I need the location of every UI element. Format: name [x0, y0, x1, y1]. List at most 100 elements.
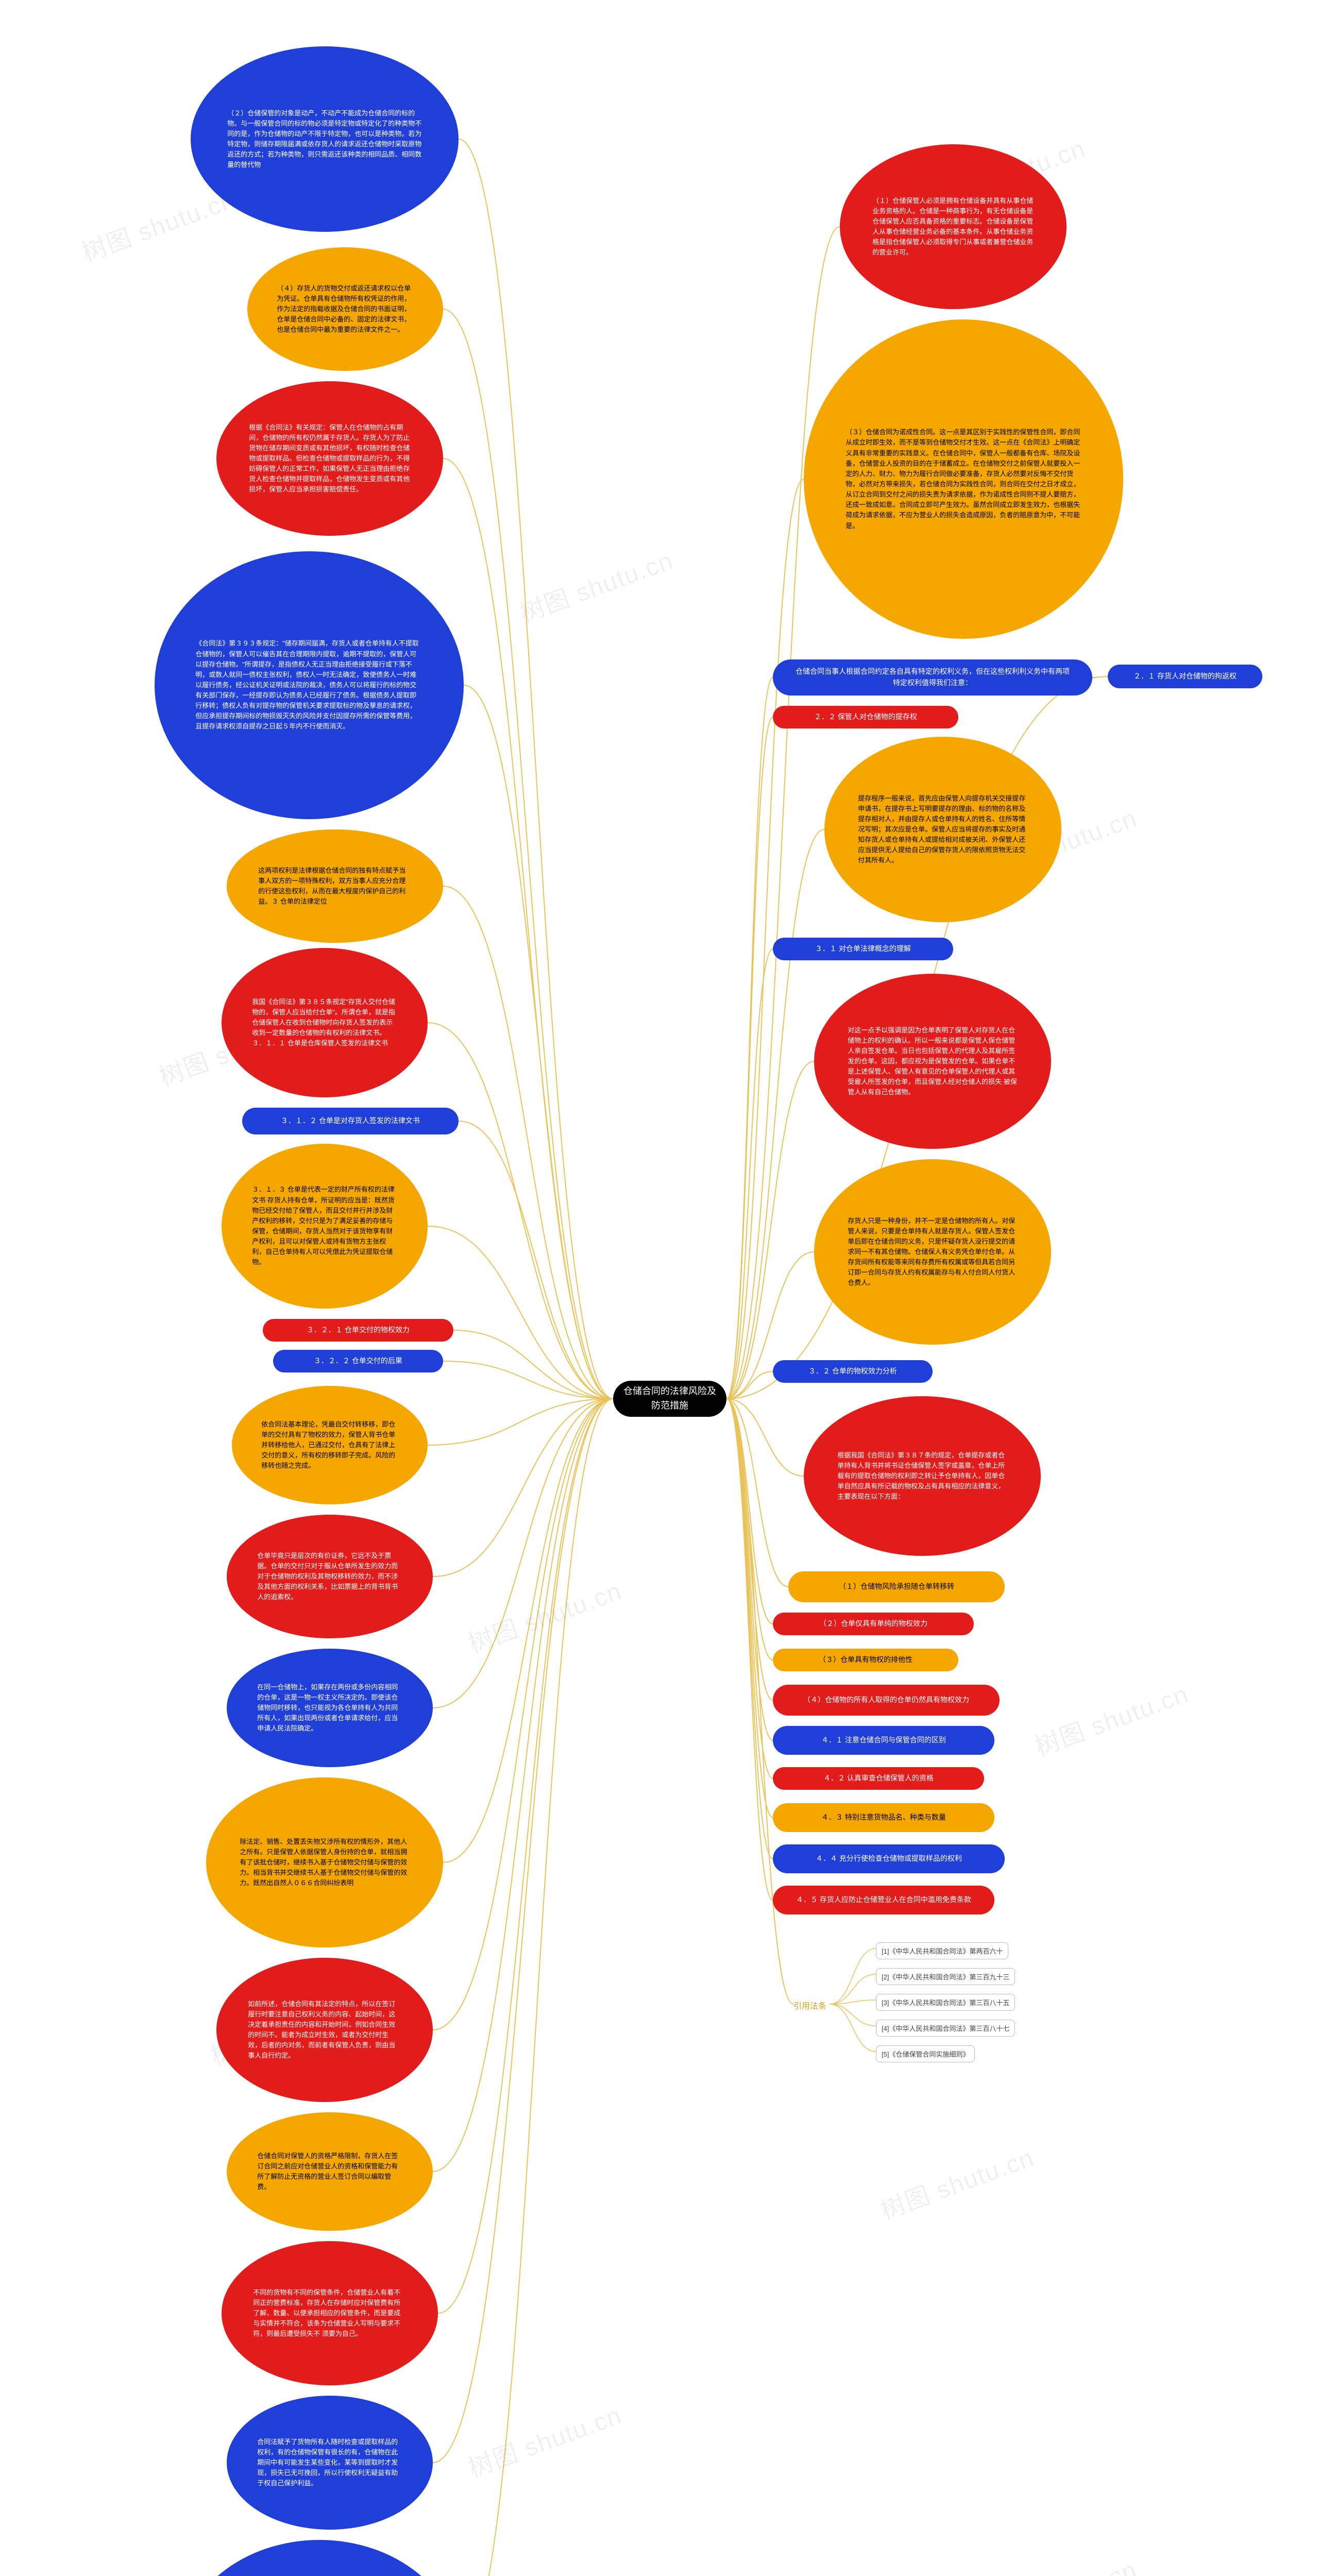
mindmap-node: 依合同法基本理论，凭最自交付转移移，即仓单的交付具有了物权的效力，保管人背书仓单… — [232, 1386, 428, 1504]
edge — [443, 886, 613, 1399]
edge — [830, 1974, 876, 2004]
node-text: 如前所述，仓储合同有其法定的特点，所以在签订履行时要注意自己权利义务的内容、起始… — [248, 1999, 401, 2061]
edge — [428, 1226, 613, 1399]
node-text: （２）仓单仅具有单纯的物权效力 — [819, 1618, 927, 1630]
mindmap-node: 根据《合同法》有关规定：保管人在仓储物的占有期间，仓储物的所有权仍然属于存货人。… — [216, 381, 443, 536]
node-text: 合同法赋予了货物所有人随时检查或提取样品的权利，有的仓储物保管有很长的有，仓储物… — [257, 2437, 402, 2489]
references-label: 引用法条 — [793, 1999, 826, 2011]
mindmap-node: ３．１．３ 仓单是代表一定的财产所有权的法律文书 存货人持有仓单，所证明的应当是… — [222, 1144, 428, 1309]
watermark: 树图 shutu.cn — [1029, 1674, 1193, 1763]
edge — [433, 1399, 613, 1577]
mindmap-node: 如前所述，仓储合同有其法定的特点，所以在签订履行时要注意自己权利义务的内容、起始… — [216, 1958, 433, 2102]
mindmap-node: ３．２ 仓单的物权效力分析 — [773, 1360, 933, 1383]
edge — [1092, 676, 1108, 677]
edge — [726, 717, 773, 1399]
edge — [443, 1361, 613, 1399]
mindmap-node: ３．１ 对仓单法律概念的理解 — [773, 938, 953, 960]
node-text: ３．１．３ 仓单是代表一定的财产所有权的法律文书 存货人持有仓单，所证明的应当是… — [252, 1184, 397, 1267]
mindmap-node: （４）仓储物的所有人取得的仓单仍然具有物权效力 — [773, 1685, 1000, 1716]
mindmap-node: （２）仓单仅具有单纯的物权效力 — [773, 1613, 974, 1635]
edge — [830, 2004, 876, 2026]
mindmap-node: 合同法赋予了货物所有人随时检查或提取样品的权利，有的仓储物保管有很长的有，仓储物… — [227, 2396, 433, 2530]
node-text: ４．４ 充分行使检查仓储物或提取样品的权利 — [816, 1853, 962, 1865]
edge — [726, 1399, 773, 1624]
edge — [726, 1399, 773, 1700]
root-node: 仓储合同的法律风险及防范措施 — [613, 1381, 726, 1417]
mindmap-node: 提存程序一般来说，首先应由保管人向提存机关交接提存申请书，在提存书上写明要提存的… — [824, 737, 1061, 922]
node-text: ３．１．２ 仓单是对存货人签发的法律文书 — [281, 1115, 420, 1127]
edge — [726, 1399, 773, 1818]
node-text: 依合同法基本理论，凭最自交付转移移，即仓单的交付具有了物权的效力，保管人背书仓单… — [261, 1419, 398, 1471]
edge — [433, 1399, 613, 1708]
mindmap-node: 根据我国《合同法》第３８７条的规定，仓单提存或者仓单持有人背书并将书证仓储保管人… — [804, 1396, 1041, 1556]
reference-item: [5]《仓储保管合同实施细则》 — [876, 2045, 975, 2062]
edge — [726, 1399, 773, 1859]
node-text: 仓储合同当事人根据合同约定各自具有特定的权利义务，但在这些权利利义务中有两项特定… — [792, 666, 1072, 688]
watermark: 树图 shutu.cn — [874, 2138, 1038, 2227]
watermark: 树图 shutu.cn — [977, 2550, 1141, 2576]
edge — [443, 1399, 613, 1862]
mindmap-node: 我国《合同法》第３８５条规定"存货人交付仓储物的，保管人应当给付仓单"。所谓仓单… — [222, 948, 428, 1097]
edge — [443, 309, 613, 1399]
mindmap-node: 《合同法》第３９３条规定："储存期间届满，存货人或者仓单持有人不提取仓储物的，保… — [155, 551, 464, 819]
edge — [830, 2000, 876, 2004]
edge — [433, 1399, 613, 2030]
node-text: 根据我国《合同法》第３８７条的规定，仓单提存或者仓单持有人背书并将书证仓储保管人… — [837, 1450, 1007, 1502]
edge — [830, 1948, 876, 2004]
node-text: ４．２ 认真审查仓储保管人的资格 — [823, 1773, 934, 1784]
node-text: 不同的货物有不同的保管条件，仓储营业人有着不同正的营费标准，存货人在存储时应对保… — [253, 2287, 407, 2340]
edge — [726, 1399, 788, 1587]
edge — [428, 1023, 613, 1399]
node-text: ３．２．１ 仓单交付的物权效力 — [307, 1325, 410, 1336]
node-text: ２．２ 保管人对仓储物的提存权 — [814, 711, 917, 723]
mindmap-node: 仓储合同当事人根据合同约定各自具有特定的权利义务，但在这些权利利义务中有两项特定… — [773, 659, 1092, 696]
reference-item: [3]《中华人民共和国合同法》第三百八十五 — [876, 1994, 1015, 2011]
mindmap-node: ４．５ 存货人应防止仓储营业人在合同中滥用免责条款 — [773, 1886, 994, 1914]
node-text: ４．３ 特别注意货物品名、种类与数量 — [821, 1812, 946, 1823]
edge — [726, 1399, 804, 1476]
watermark: 树图 shutu.cn — [462, 2395, 626, 2484]
edge — [428, 1399, 613, 1445]
edge — [453, 1330, 613, 1399]
node-text: 这两项权利是法律根据仓储合同的独有特点赋予当事人双方的一项特殊权利，双方当事人应… — [258, 866, 412, 907]
edge — [459, 139, 613, 1399]
node-text: ２．１ 存货人对仓储物的拘返权 — [1134, 671, 1237, 682]
edge — [433, 1399, 613, 2172]
mindmap-node: 除法定、销售、处置丢失物又涉所有权的情形外，其他人之所有。只是保管人依据保管人身… — [206, 1777, 443, 1947]
mindmap-node: ３．１．２ 仓单是对存货人签发的法律文书 — [242, 1108, 459, 1134]
mindmap-stage: 树图 shutu.cn 树图 shutu.cn 树图 shutu.cn 树图 shut… — [0, 0, 1319, 2576]
node-text: 仓储合同对保管人的资格严格限制，存货人在签订合同之前应对仓储营业人的资格和保管能… — [257, 2151, 402, 2193]
mindmap-node: （１）仓储保管人必须是拥有仓储设备并具有从事仓储业务资格的人。仓储是一种商事行为… — [840, 144, 1067, 309]
mindmap-node: ２．２ 保管人对仓储物的提存权 — [773, 706, 958, 728]
edge — [726, 1399, 773, 1660]
node-text: 在同一仓储物上，如果存在两份或多份内容相同的仓单，这是一物一权主义所决定的。即使… — [257, 1682, 402, 1734]
mindmap-node: 不同的货物有不同的保管条件，仓储营业人有着不同正的营费标准，存货人在存储时应对保… — [222, 2241, 438, 2385]
watermark: 树图 shutu.cn — [462, 1571, 626, 1660]
edge — [726, 949, 773, 1399]
edge — [443, 459, 613, 1399]
edge — [726, 1399, 773, 1778]
reference-item: [2]《中华人民共和国合同法》第三百九十三 — [876, 1968, 1015, 1985]
mindmap-node: 这两项权利是法律根据仓储合同的独有特点赋予当事人双方的一项特殊权利，双方当事人应… — [227, 829, 443, 943]
node-text: （１）仓储物风险承担随仓单转移转 — [839, 1581, 954, 1592]
node-text: ３．２ 仓单的物权效力分析 — [808, 1366, 897, 1377]
edge — [726, 1399, 773, 1900]
mindmap-node: ３．２．１ 仓单交付的物权效力 — [263, 1319, 453, 1342]
edge — [830, 2004, 876, 2052]
node-text: 根据《合同法》有关规定：保管人在仓储物的占有期间，仓储物的所有权仍然属于存货人。… — [249, 422, 411, 495]
reference-item: [1]《中华人民共和国合同法》第两百六十 — [876, 1942, 1008, 1959]
mindmap-node: ４．３ 特别注意货物品名、种类与数量 — [773, 1803, 994, 1832]
mindmap-node: 存货人只是一种身份，并不一定是仓储物的所有人。对保管人来说，只要是仓单持有人就是… — [814, 1159, 1051, 1345]
edge-layer — [0, 0, 1319, 2576]
node-text: ４．１ 注意仓储合同与保管合同的区别 — [821, 1735, 946, 1746]
edge — [726, 677, 773, 1399]
node-text: 对这一点予以强调是因为仓单表明了保管人对存货人在仓储物上的权利的确认。所以一般来… — [848, 1025, 1018, 1098]
node-text: （３）仓储合同为诺成性合同。这一点是其区别于实践性的保管性合同，即合同从成立时即… — [845, 427, 1081, 531]
watermark: 树图 shutu.cn — [514, 540, 678, 630]
mindmap-node: ２．１ 存货人对仓储物的拘返权 — [1108, 665, 1262, 688]
node-text: （１）仓储保管人必须是拥有仓储设备并具有从事仓储业务资格的人。仓储是一种商事行为… — [872, 196, 1034, 258]
node-text: 提存程序一般来说，首先应由保管人向提存机关交接提存申请书，在提存书上写明要提存的… — [858, 793, 1028, 866]
node-text: ４．５ 存货人应防止仓储营业人在合同中滥用免责条款 — [796, 1894, 971, 1906]
reference-item: [4]《中华人民共和国合同法》第三百八十七 — [876, 2020, 1015, 2037]
edge — [726, 1399, 773, 1740]
